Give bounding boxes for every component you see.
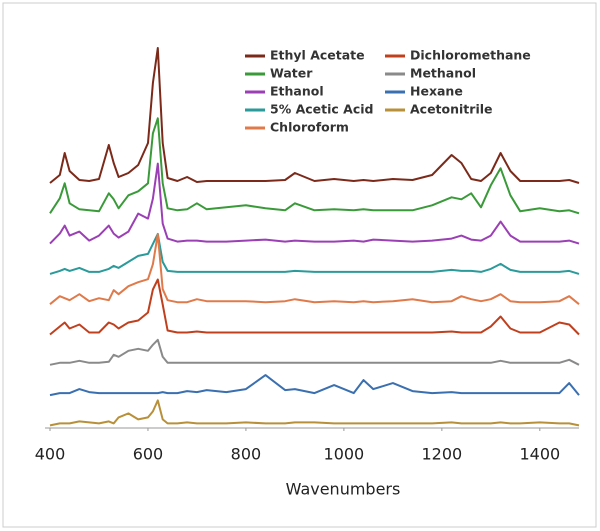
x-tick-label: 1200	[421, 445, 462, 464]
legend-label: Ethanol	[270, 84, 324, 99]
spectrum-line	[49, 162, 580, 245]
legend-label: Water	[270, 66, 313, 81]
spectrum-line	[49, 338, 580, 366]
x-axis-label: Wavenumbers	[286, 480, 401, 499]
spectrum-line	[49, 374, 580, 397]
legend-label: Ethyl Acetate	[270, 48, 365, 63]
x-tick-label: 600	[133, 445, 164, 464]
x-tick-label: 400	[35, 445, 66, 464]
legend-label: 5% Acetic Acid	[270, 102, 373, 117]
x-tick-label: 800	[231, 445, 262, 464]
spectrum-line	[49, 278, 580, 336]
legend-label: Methanol	[410, 66, 476, 81]
spectrum-line	[49, 117, 580, 215]
legend-label: Chloroform	[270, 120, 349, 135]
spectrum-line	[49, 399, 580, 427]
spectrum-line	[49, 232, 580, 275]
x-tick-label: 1000	[324, 445, 365, 464]
legend-label: Hexane	[410, 84, 463, 99]
spectrum-line	[49, 233, 580, 305]
spectrum-line	[49, 47, 580, 184]
legend-label: Dichloromethane	[410, 48, 531, 63]
legend-label: Acetonitrile	[410, 102, 493, 117]
x-tick-label: 1400	[519, 445, 560, 464]
